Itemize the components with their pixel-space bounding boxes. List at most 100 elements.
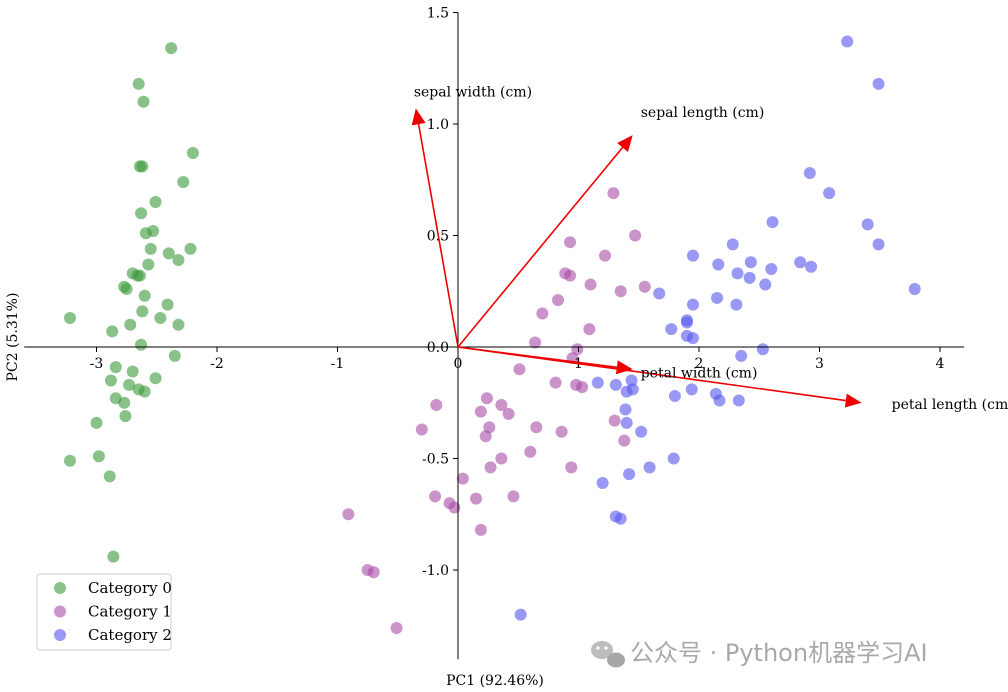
loading-arrow-line	[457, 146, 624, 348]
x-tick-label: -1	[331, 356, 345, 372]
scatter-point-category-2	[623, 468, 636, 481]
scatter-point-category-2	[756, 343, 769, 356]
scatter-point-category-2	[620, 385, 633, 398]
scatter-point-category-0	[126, 365, 139, 378]
scatter-point-category-2	[686, 249, 699, 262]
wechat-icon	[591, 641, 625, 668]
scatter-point-category-1	[536, 307, 549, 320]
scatter-point-category-1	[507, 490, 520, 503]
loading-label: petal width (cm)	[641, 365, 758, 381]
legend-marker	[54, 605, 66, 618]
legend: Category 0 Category 1 Category 2	[36, 573, 172, 651]
loading-arrow-head	[617, 135, 633, 152]
scatter-point-category-1	[342, 508, 355, 521]
scatter-point-category-2	[726, 238, 739, 251]
loading-arrow-head	[411, 108, 426, 126]
scatter-point-category-1	[484, 461, 497, 474]
loading-arrow-head	[844, 393, 862, 408]
scatter-point-category-0	[123, 378, 136, 391]
scatter-point-category-1	[529, 336, 542, 349]
scatter-point-category-0	[144, 242, 157, 255]
scatter-point-category-1	[474, 405, 487, 418]
scatter-point-category-1	[429, 490, 442, 503]
scatter-point-category-2	[908, 283, 921, 296]
scatter-point-category-0	[120, 283, 133, 296]
scatter-point-category-2	[614, 512, 627, 525]
loading-label: petal length (cm)	[892, 397, 1008, 413]
legend-label: Category 2	[88, 626, 172, 644]
scatter-point-category-1	[564, 236, 577, 249]
scatter-point-category-1	[599, 249, 612, 262]
legend-box	[36, 573, 172, 651]
scatter-point-category-0	[118, 396, 131, 409]
scatter-point-category-2	[803, 167, 816, 180]
axes-layer: -3-2-101234-1.0-0.50.00.51.01.5	[24, 6, 965, 660]
scatter-point-category-1	[474, 523, 487, 536]
scatter-point-category-2	[730, 298, 743, 311]
scatter-point-category-1	[390, 621, 403, 634]
legend-label: Category 0	[88, 579, 172, 597]
scatter-point-category-2	[712, 258, 725, 271]
scatter-point-category-2	[686, 332, 699, 345]
scatter-point-category-2	[667, 452, 680, 465]
scatter-point-category-1	[584, 278, 597, 291]
scatter-point-category-2	[759, 278, 772, 291]
scatter-point-category-1	[555, 425, 568, 438]
scatter-point-category-2	[765, 262, 778, 275]
scatter-point-category-2	[872, 77, 885, 90]
scatter-point-category-0	[104, 374, 117, 387]
y-tick-label: -0.5	[422, 452, 449, 468]
scatter-point-category-1	[552, 294, 565, 307]
scatter-point-category-0	[165, 42, 178, 55]
scatter-point-category-0	[135, 207, 148, 220]
loading-arrow-line	[417, 124, 459, 348]
scatter-point-category-2	[643, 461, 656, 474]
scatter-point-category-1	[530, 421, 543, 434]
watermark-text: 公众号 · Python机器学习AI	[630, 639, 928, 667]
scatter-point-category-0	[136, 160, 149, 173]
scatter-point-category-2	[514, 608, 527, 621]
x-tick-label: 2	[695, 356, 704, 372]
scatter-point-category-1	[495, 452, 508, 465]
scatter-point-category-0	[135, 338, 148, 351]
scatter-point-category-2	[686, 298, 699, 311]
scatter-point-category-0	[103, 470, 116, 483]
scatter-point-category-0	[132, 77, 145, 90]
scatter-point-category-0	[149, 372, 162, 385]
scatter-point-category-2	[625, 374, 638, 387]
scatter-point-category-1	[470, 492, 483, 505]
x-tick-label: -2	[210, 356, 224, 372]
loading-label: sepal length (cm)	[641, 105, 765, 121]
scatter-point-category-0	[172, 318, 185, 331]
scatter-point-category-2	[743, 271, 756, 284]
scatter-point-category-1	[608, 414, 621, 427]
scatter-point-category-1	[415, 423, 428, 436]
legend-label: Category 1	[88, 603, 172, 621]
scatter-point-category-0	[63, 454, 76, 467]
scatter-point-category-1	[607, 187, 620, 200]
scatter-point-category-2	[680, 316, 693, 329]
scatter-point-category-0	[161, 298, 174, 311]
scatter-point-category-1	[571, 343, 584, 356]
scatter-point-category-0	[107, 550, 120, 563]
scatter-point-category-1	[430, 398, 443, 411]
scatter-point-category-1	[549, 376, 562, 389]
scatter-point-category-2	[766, 216, 779, 229]
scatter-point-category-1	[614, 285, 627, 298]
scatter-point-category-1	[367, 566, 380, 579]
scatter-point-category-0	[106, 325, 119, 338]
scatter-point-category-2	[805, 260, 818, 273]
loading-arrow-head	[615, 360, 633, 375]
scatter-point-category-2	[685, 383, 698, 396]
scatter-point-category-1	[513, 363, 526, 376]
scatter-point-category-0	[177, 175, 190, 188]
scatter-point-category-2	[794, 256, 807, 269]
scatter-point-category-2	[668, 390, 681, 403]
scatter-point-category-1	[629, 229, 642, 242]
legend-marker	[54, 629, 66, 641]
scatter-point-category-2	[823, 187, 836, 200]
scatter-point-category-2	[619, 403, 632, 416]
y-tick-label: 1.5	[427, 6, 449, 22]
scatter-point-category-2	[635, 425, 648, 438]
